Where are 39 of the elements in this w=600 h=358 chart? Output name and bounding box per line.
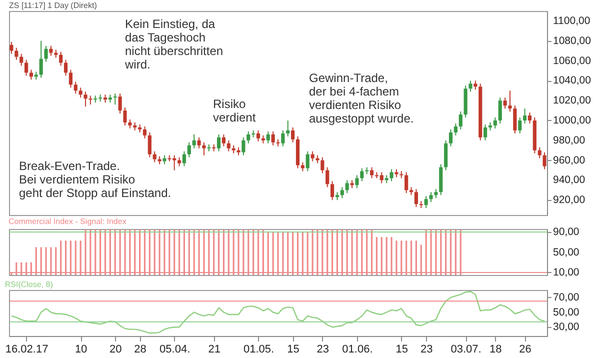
x-tick-label: 03.07. <box>450 344 482 356</box>
chart-title: Commercial Index - Signal: Index <box>8 217 126 226</box>
chart-title: RSI(Close, 8) <box>4 280 54 289</box>
y-tick-label: 960,00 <box>553 154 586 166</box>
y-tick-label: 980,00 <box>553 134 586 146</box>
y-tick-label: 940,00 <box>553 174 586 186</box>
y-tick-label: 1100,00 <box>553 14 590 27</box>
x-tick-label: 26 <box>519 344 532 356</box>
y-tick-label: 50,00 <box>553 246 580 258</box>
x-tick-label: 05.04. <box>160 344 190 356</box>
x-tick-label: 15 <box>287 344 300 356</box>
y-tick-label: 90,00 <box>553 226 580 238</box>
x-tick-label: 23 <box>420 344 433 356</box>
annotation: Kein Einstieg, da das Tageshoch nicht überschritten wird. <box>124 17 224 72</box>
x-tick-label: 23 <box>316 344 330 356</box>
y-tick-label: 1020,00 <box>553 94 592 107</box>
x-tick-label: 28 <box>134 344 146 356</box>
annotation: Risiko verdient <box>213 97 256 124</box>
x-tick-label: 21 <box>208 344 220 356</box>
x-tick-label: 16.02.17 <box>5 344 48 356</box>
y-tick-label: 920,00 <box>553 194 586 206</box>
x-tick-label: 15 <box>396 344 408 356</box>
y-tick-label: 70,00 <box>553 291 580 304</box>
y-tick-label: 1040,00 <box>553 74 592 87</box>
line-series <box>10 290 546 334</box>
y-tick-label: 50,00 <box>553 306 580 318</box>
y-tick-label: 1060,00 <box>553 54 592 67</box>
chart-title: ZS [11:17] 1 Day (Direkt) <box>9 1 98 10</box>
x-tick-label: 20 <box>109 344 122 356</box>
y-tick-label: 1000,00 <box>553 114 592 126</box>
x-tick-label: 10 <box>74 344 88 356</box>
annotation: Gewinn-Trade, der bei 4-fachem verdienten Risiko ausgestoppt wurde. <box>309 71 414 126</box>
x-tick-label: 01.06. <box>342 344 373 356</box>
y-tick-label: 1080,00 <box>553 34 592 47</box>
x-tick-label: 01.05. <box>243 344 274 356</box>
y-tick-label: 30,00 <box>553 321 580 334</box>
y-tick-label: 10,00 <box>553 266 580 278</box>
x-tick-label: 18 <box>490 344 502 356</box>
annotation: Break-Even-Trade. Bei verdientem Risiko geht der Stopp auf Einstand. <box>19 159 172 200</box>
